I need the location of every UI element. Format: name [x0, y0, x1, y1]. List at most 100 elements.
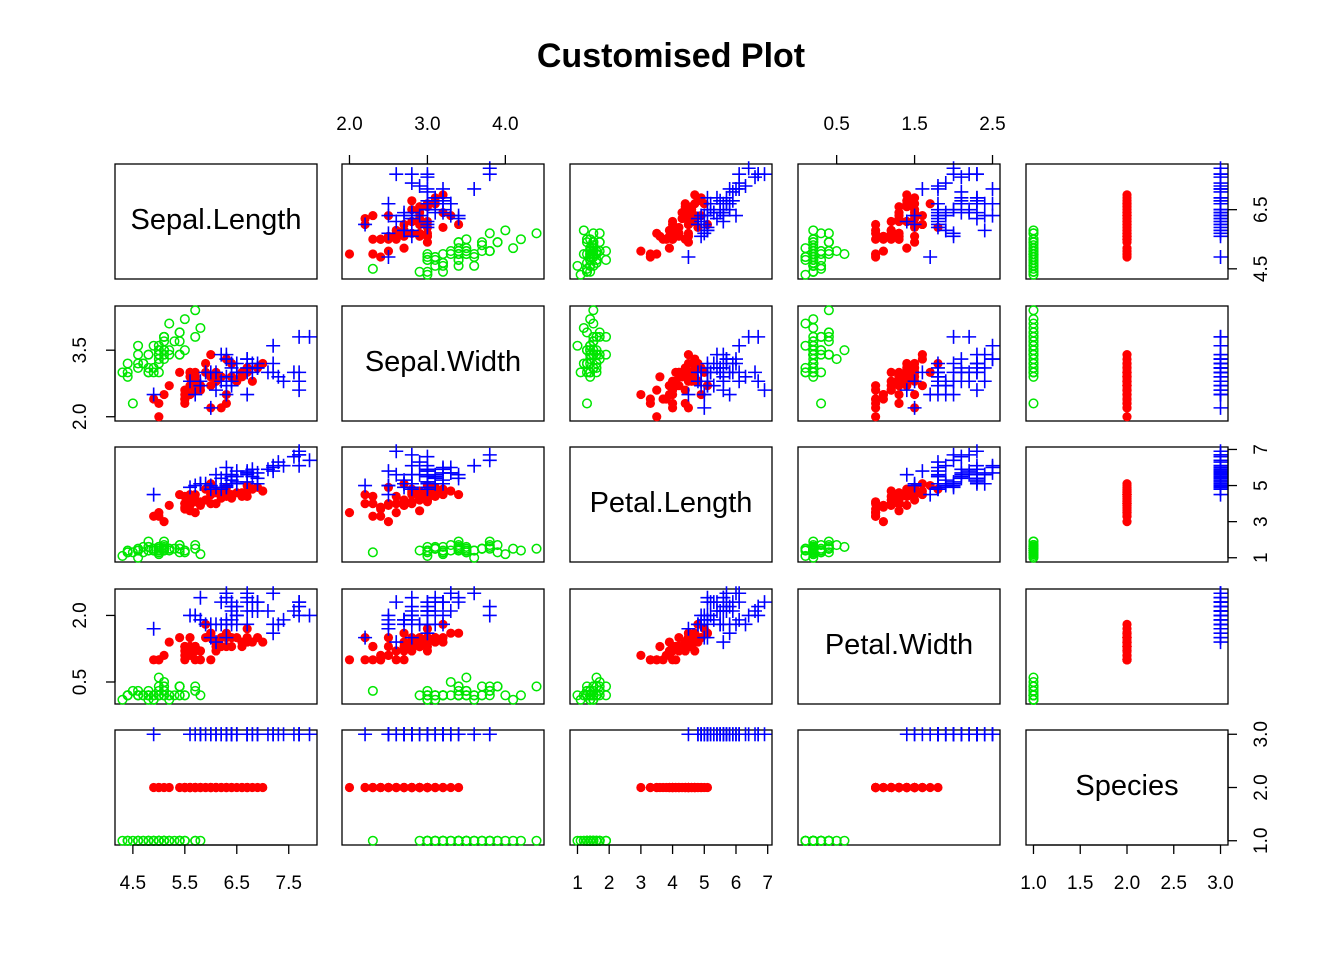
- point: [302, 329, 317, 344]
- point: [581, 234, 593, 245]
- point: [645, 398, 655, 409]
- point: [389, 467, 404, 482]
- point: [407, 641, 417, 652]
- point: [500, 835, 511, 846]
- point: [871, 249, 881, 259]
- point: [748, 170, 763, 185]
- point: [871, 497, 881, 507]
- point: [1028, 305, 1039, 316]
- point: [894, 376, 904, 386]
- point: [158, 536, 170, 547]
- point: [823, 331, 834, 342]
- point: [482, 453, 497, 468]
- point: [476, 240, 488, 251]
- point: [216, 641, 226, 652]
- point: [681, 621, 696, 636]
- point: [368, 249, 378, 259]
- point: [930, 220, 945, 235]
- point: [962, 329, 977, 344]
- point: [909, 389, 920, 400]
- point: [247, 376, 257, 386]
- point: [276, 374, 291, 389]
- point: [1213, 365, 1228, 380]
- point: [823, 248, 834, 260]
- point: [581, 398, 593, 409]
- variable-label: Petal.Width: [825, 629, 973, 661]
- point: [443, 604, 458, 619]
- point: [209, 635, 223, 650]
- point: [977, 223, 992, 238]
- point: [572, 690, 583, 701]
- point: [930, 476, 945, 491]
- point: [823, 536, 834, 547]
- point: [190, 305, 201, 316]
- point: [732, 167, 747, 182]
- point: [143, 349, 154, 360]
- y-tick-label: 5: [1251, 480, 1272, 491]
- point: [469, 552, 480, 563]
- point: [229, 608, 244, 623]
- point: [645, 782, 655, 793]
- point: [591, 672, 602, 683]
- point: [381, 727, 396, 742]
- x-tick-label: 3.0: [414, 114, 440, 135]
- point: [871, 504, 881, 514]
- point: [117, 367, 128, 378]
- point: [1028, 358, 1039, 369]
- x-tick-label: 3: [636, 873, 647, 894]
- point: [600, 835, 612, 846]
- point: [179, 547, 190, 558]
- point: [445, 248, 456, 260]
- point: [169, 336, 180, 347]
- point: [894, 506, 904, 516]
- point: [585, 248, 596, 260]
- point: [588, 240, 599, 251]
- point: [600, 349, 612, 360]
- point: [700, 630, 715, 645]
- point: [831, 354, 842, 365]
- point: [146, 387, 161, 402]
- point: [683, 350, 694, 360]
- point: [687, 637, 697, 647]
- point: [588, 331, 599, 342]
- point: [645, 249, 655, 259]
- point: [190, 685, 201, 696]
- point: [878, 502, 889, 512]
- point: [381, 612, 396, 627]
- point: [671, 228, 681, 238]
- point: [591, 248, 602, 260]
- x-tick-label: 5: [699, 873, 710, 894]
- point: [600, 246, 612, 257]
- point: [581, 237, 593, 248]
- point: [185, 633, 195, 643]
- point: [702, 782, 713, 793]
- point: [930, 205, 945, 220]
- point: [575, 367, 586, 378]
- point: [219, 612, 234, 627]
- point: [451, 471, 466, 486]
- point: [415, 782, 425, 793]
- point: [946, 453, 961, 468]
- point: [1028, 246, 1039, 257]
- point: [700, 727, 715, 742]
- point: [588, 690, 599, 701]
- point: [871, 412, 881, 422]
- point: [515, 835, 526, 846]
- y-tick-label: 1: [1251, 552, 1272, 563]
- point: [174, 681, 185, 692]
- point: [376, 782, 386, 793]
- point: [143, 367, 154, 378]
- point: [962, 467, 977, 482]
- x-tick-label: 1: [572, 873, 583, 894]
- point: [816, 398, 827, 409]
- point: [907, 476, 922, 491]
- point: [420, 727, 435, 742]
- point: [703, 202, 718, 217]
- point: [358, 727, 373, 742]
- point: [680, 398, 690, 409]
- point: [179, 690, 190, 701]
- point: [399, 495, 409, 505]
- point: [476, 835, 488, 846]
- point: [954, 449, 969, 464]
- point: [977, 467, 992, 482]
